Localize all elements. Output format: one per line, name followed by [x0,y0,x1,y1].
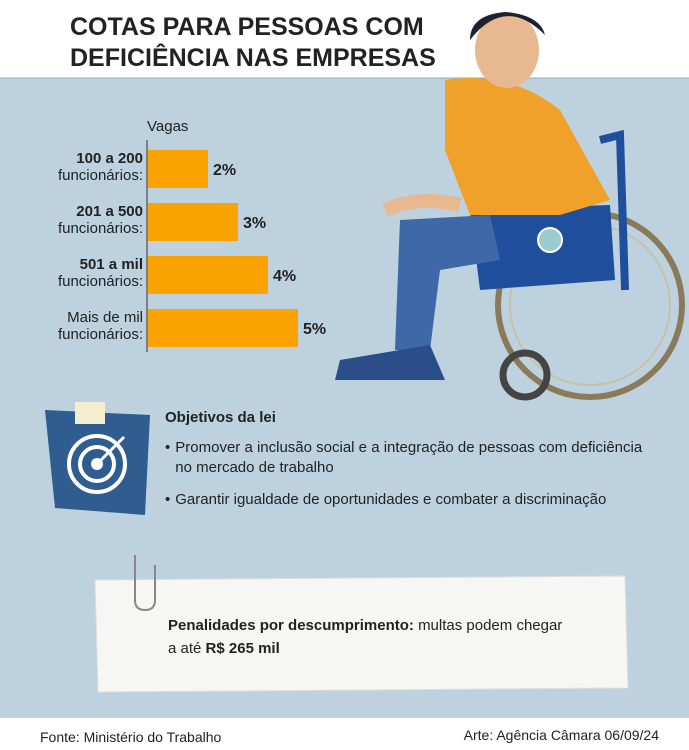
objective-text: Promover a inclusão social e a integraçã… [175,439,643,476]
category-label: funcionários: [58,220,143,237]
penalty-text: Penalidades por descumprimento: multas p… [168,614,568,660]
value-label: 3% [243,215,266,232]
title-line: DEFICIÊNCIA NAS EMPRESAS [70,44,436,72]
category-label: 201 a 500 [76,203,143,220]
title-line: COTAS PARA PESSOAS COM [70,13,424,41]
category-label: 100 a 200 [76,150,143,167]
penalty-label: Penalidades por descumprimento: [168,617,414,634]
category-label: funcionários: [58,167,143,184]
objective-item: • Garantir igualdade de oportunidades e c… [165,490,655,510]
credit: Arte: Agência Câmara 06/09/24 [463,727,659,743]
penalty-amount: R$ 265 mil [205,640,280,657]
category-label: 501 a mil [80,256,143,273]
objectives-list: • Promover a inclusão social e a integraç… [165,438,655,522]
objective-text: Garantir igualdade de oportunidades e co… [175,491,607,508]
category-label: Mais de mil [67,309,143,326]
bar [148,256,268,294]
objective-item: • Promover a inclusão social e a integraç… [165,438,655,478]
category-label: funcionários: [58,273,143,290]
bar [148,203,238,241]
bullet: • [165,439,171,456]
value-label: 2% [213,162,236,179]
target-icon [45,402,150,515]
bullet: • [165,491,171,508]
category-label: funcionários: [58,326,143,343]
wheelchair-illustration [335,12,685,401]
value-label: 5% [303,321,326,338]
axis-label: Vagas [147,118,189,135]
value-label: 4% [273,268,296,285]
bar [148,150,208,188]
objectives-title: Objetivos da lei [165,409,276,426]
paper-note [94,555,629,693]
source: Fonte: Ministério do Trabalho [40,729,222,745]
bar [148,309,298,347]
title: COTAS PARA PESSOAS COM DEFICIÊNCIA NAS E… [70,12,436,74]
penalty-body: multas podem chegar a até [168,617,563,657]
